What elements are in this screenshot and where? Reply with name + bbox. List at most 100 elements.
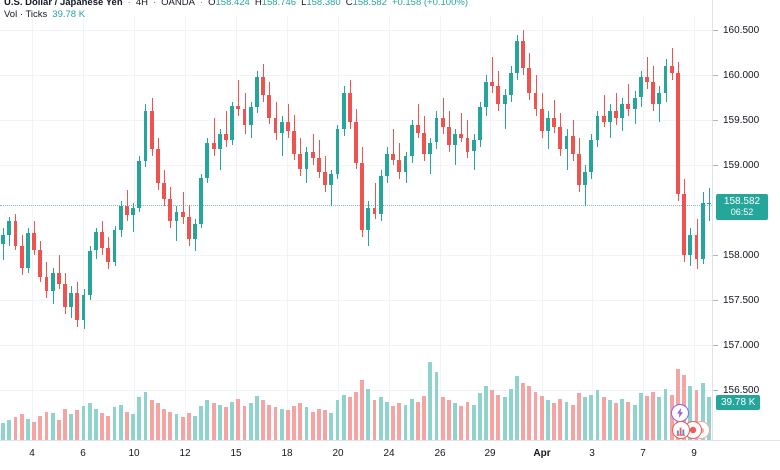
- gridline-horizontal: [0, 75, 712, 76]
- gridline-vertical: [236, 16, 237, 440]
- ohlc-open: O158.424: [208, 0, 250, 8]
- candle-body: [515, 40, 519, 74]
- candle-body: [106, 247, 111, 263]
- candle-body: [706, 202, 711, 204]
- price-axis[interactable]: 160.500 160.000 159.500 159.000 158.000 157.5…: [712, 0, 780, 470]
- candle-body: [391, 154, 396, 160]
- candle-body: [546, 118, 550, 131]
- lightning-bolt-icon[interactable]: [671, 404, 689, 422]
- current-price-badge[interactable]: 158.582 06:52: [716, 194, 768, 220]
- candle-body: [347, 93, 352, 122]
- candle-wick: [288, 103, 289, 138]
- ohlc-low: L158.380: [301, 0, 341, 8]
- candle-wick: [282, 115, 283, 156]
- legend-symbol-row[interactable]: U.S. Dollar / Japanese Yen · 4H · OANDA …: [4, 0, 468, 8]
- time-tick-label: 4: [29, 448, 35, 459]
- candle-body: [601, 116, 606, 122]
- candle-body: [38, 249, 43, 277]
- volume-bar: [63, 408, 67, 440]
- candle-body: [583, 172, 587, 185]
- candle-body: [137, 160, 142, 209]
- volume-bar: [32, 421, 36, 440]
- price-tick-label: 160.000: [713, 70, 780, 81]
- legend-separator-3: ·: [199, 0, 204, 8]
- bar-replay-icon[interactable]: [672, 421, 690, 439]
- legend-separator-1: ·: [127, 0, 131, 8]
- time-tick-label: 24: [383, 448, 395, 459]
- current-price-time: 06:52: [730, 207, 754, 217]
- legend-volume-row[interactable]: Vol · Ticks 39.78 K: [4, 9, 468, 20]
- volume-bar: [285, 410, 290, 440]
- volume-bar: [1, 422, 5, 440]
- candle-wick: [443, 97, 444, 134]
- volume-bar: [539, 396, 544, 440]
- candle-body: [100, 231, 105, 248]
- volume-bar: [13, 417, 18, 440]
- gridline-vertical: [185, 16, 186, 440]
- candle-body: [304, 152, 309, 170]
- candle-wick: [59, 255, 60, 290]
- volume-bar: [304, 407, 309, 440]
- candle-body: [378, 175, 383, 214]
- candle-body: [112, 229, 117, 263]
- volume-bar: [125, 411, 129, 440]
- candle-body: [434, 118, 439, 143]
- candle-body: [490, 82, 495, 86]
- volume-bar: [552, 403, 557, 440]
- volume-bar: [131, 414, 136, 440]
- candle-body: [248, 107, 253, 126]
- plot-area[interactable]: [0, 16, 712, 440]
- candle-body: [558, 127, 563, 149]
- volume-bar: [378, 397, 383, 440]
- candle-body: [341, 93, 346, 129]
- gridline-vertical: [83, 16, 84, 440]
- candle-body: [645, 76, 649, 83]
- candle-body: [174, 211, 179, 221]
- candle-body: [193, 224, 197, 239]
- gridline-vertical: [643, 16, 644, 440]
- volume-bar: [168, 411, 173, 440]
- volume-bar: [341, 394, 346, 440]
- volume-bar: [688, 386, 693, 440]
- candle-body: [614, 111, 618, 119]
- volume-bar: [310, 411, 315, 440]
- volume-bar: [162, 408, 166, 440]
- candle-body: [87, 250, 92, 295]
- volume-bar: [354, 391, 358, 440]
- candle-body: [428, 142, 433, 155]
- candle-body: [242, 109, 247, 126]
- time-axis[interactable]: 4 6 10 12 15 18 20 24 26 29 Apr 3 7 9: [0, 440, 780, 470]
- volume-bar: [589, 394, 594, 440]
- candle-body: [224, 133, 228, 140]
- symbol-name[interactable]: U.S. Dollar / Japanese Yen: [4, 0, 123, 8]
- candle-body: [19, 246, 24, 268]
- volume-bar: [224, 407, 228, 440]
- candle-body: [279, 121, 284, 133]
- candle-body: [440, 118, 445, 128]
- volume-bar: [601, 397, 606, 440]
- volume-value-badge[interactable]: 39.78 K: [716, 395, 761, 410]
- candle-body: [409, 125, 414, 156]
- volume-indicator-title[interactable]: Vol · Ticks: [4, 9, 48, 20]
- volume-bar: [440, 397, 445, 440]
- volume-bar: [496, 394, 501, 440]
- candle-body: [589, 139, 594, 173]
- volume-bar: [242, 405, 247, 440]
- candle-body: [576, 154, 581, 185]
- candle-body: [446, 127, 451, 146]
- exchange-label[interactable]: OANDA: [161, 0, 195, 8]
- candle-wick: [659, 85, 660, 122]
- volume-bar: [137, 397, 142, 440]
- time-tick-label: 9: [691, 448, 697, 459]
- volume-bar: [298, 403, 303, 440]
- price-tick-label: 160.500: [713, 25, 780, 36]
- volume-bar: [255, 396, 259, 440]
- ohlc-high-label: H: [254, 0, 262, 8]
- interval-label[interactable]: 4H: [135, 0, 148, 8]
- candle-body: [162, 183, 166, 200]
- price-tick-label: 159.000: [713, 160, 780, 171]
- candle-body: [211, 143, 216, 149]
- volume-bar: [329, 413, 334, 440]
- volume-bar: [267, 404, 272, 440]
